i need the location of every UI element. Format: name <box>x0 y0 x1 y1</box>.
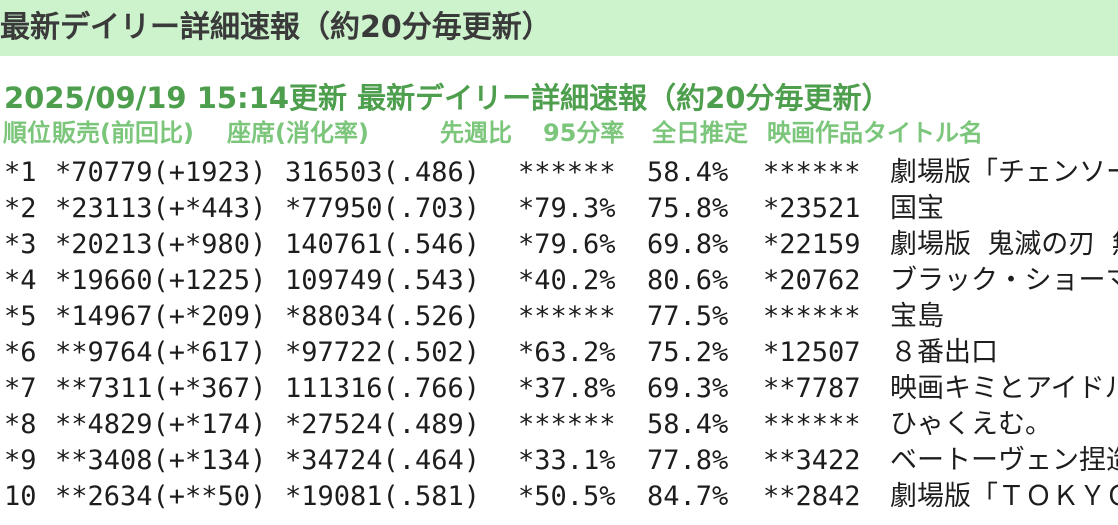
cell-seats: 316503(.486) <box>285 157 481 188</box>
cell-fullday-estimate: ****** <box>763 157 861 188</box>
cell-fullday-estimate: *23521 <box>763 193 861 224</box>
table-row: *8 **4829(+*174) *27524(.489) ****** 58.… <box>0 407 1118 443</box>
cell-sales: **4829(+*174) <box>55 409 267 440</box>
cell-rank: 10 <box>4 481 37 512</box>
cell-fullday-estimate: ****** <box>763 409 861 440</box>
cell-movie-title: 劇場版「ＴＯＫＹＯ <box>890 481 1118 512</box>
cell-sales: *19660(+1225) <box>55 265 267 296</box>
cell-fullday-estimate: *22159 <box>763 229 861 260</box>
cell-movie-title: 映画キミとアイドルプ <box>890 373 1118 404</box>
cell-seats: 109749(.543) <box>285 265 481 296</box>
cell-week-ratio: ****** <box>518 301 616 332</box>
cell-sales: *20213(+*980) <box>55 229 267 260</box>
cell-rank: *8 <box>4 409 37 440</box>
cell-rank: *6 <box>4 337 37 368</box>
page-title-bar: 最新デイリー詳細速報（約20分毎更新） <box>0 0 1118 56</box>
cell-week-ratio: *40.2% <box>518 265 616 296</box>
cell-movie-title: ブラック・ショーマ <box>890 265 1118 296</box>
column-header-rank: 順位 <box>3 119 51 147</box>
cell-fullday-estimate: *20762 <box>763 265 861 296</box>
cell-seats: *19081(.581) <box>285 481 481 512</box>
cell-rank: *9 <box>4 445 37 476</box>
column-header-seats: 座席(消化率) <box>227 119 369 147</box>
cell-fullday-estimate: ****** <box>763 301 861 332</box>
cell-seats: *97722(.502) <box>285 337 481 368</box>
table-row: *1 *70779(+1923) 316503(.486) ****** 58.… <box>0 155 1118 191</box>
cell-seats: *77950(.703) <box>285 193 481 224</box>
cell-rank: *5 <box>4 301 37 332</box>
cell-sales: *23113(+*443) <box>55 193 267 224</box>
cell-rank: *1 <box>4 157 37 188</box>
column-header-sales: 販売(前回比) <box>52 119 194 147</box>
column-header-row: 順位 販売(前回比) 座席(消化率) 先週比 95分率 全日推定 映画作品タイトル名 <box>0 116 1118 152</box>
table-row: *6 **9764(+*617) *97722(.502) *63.2% 75.… <box>0 335 1118 371</box>
cell-95min-rate: 75.2% <box>647 337 729 368</box>
cell-seats: *27524(.489) <box>285 409 481 440</box>
table-row: *3 *20213(+*980) 140761(.546) *79.6% 69.… <box>0 227 1118 263</box>
cell-week-ratio: *50.5% <box>518 481 616 512</box>
cell-fullday-estimate: **7787 <box>763 373 861 404</box>
updated-timestamp-line: 2025/09/19 15:14更新 最新デイリー詳細速報（約20分毎更新） <box>4 81 891 115</box>
cell-movie-title: ベートーヴェン捏造 <box>890 445 1118 476</box>
cell-fullday-estimate: **2842 <box>763 481 861 512</box>
report-table: *1 *70779(+1923) 316503(.486) ****** 58.… <box>0 155 1118 515</box>
column-header-week: 先週比 <box>440 119 512 147</box>
cell-95min-rate: 77.8% <box>647 445 729 476</box>
table-row: 10 **2634(+**50) *19081(.581) *50.5% 84.… <box>0 479 1118 515</box>
cell-sales: **7311(+*367) <box>55 373 267 404</box>
cell-fullday-estimate: *12507 <box>763 337 861 368</box>
cell-week-ratio: *79.3% <box>518 193 616 224</box>
table-row: *4 *19660(+1225) 109749(.543) *40.2% 80.… <box>0 263 1118 299</box>
cell-seats: *88034(.526) <box>285 301 481 332</box>
cell-seats: 111316(.766) <box>285 373 481 404</box>
cell-week-ratio: *79.6% <box>518 229 616 260</box>
cell-sales: *70779(+1923) <box>55 157 267 188</box>
cell-95min-rate: 69.8% <box>647 229 729 260</box>
cell-week-ratio: *37.8% <box>518 373 616 404</box>
cell-95min-rate: 69.3% <box>647 373 729 404</box>
cell-95min-rate: 75.8% <box>647 193 729 224</box>
table-row: *9 **3408(+*134) *34724(.464) *33.1% 77.… <box>0 443 1118 479</box>
cell-week-ratio: *33.1% <box>518 445 616 476</box>
cell-seats: *34724(.464) <box>285 445 481 476</box>
cell-movie-title: 劇場版「チェンソーマ <box>890 157 1118 188</box>
table-row: *2 *23113(+*443) *77950(.703) *79.3% 75.… <box>0 191 1118 227</box>
cell-95min-rate: 77.5% <box>647 301 729 332</box>
cell-week-ratio: ****** <box>518 157 616 188</box>
cell-sales: **3408(+*134) <box>55 445 267 476</box>
cell-seats: 140761(.546) <box>285 229 481 260</box>
cell-rank: *2 <box>4 193 37 224</box>
cell-week-ratio: *63.2% <box>518 337 616 368</box>
cell-week-ratio: ****** <box>518 409 616 440</box>
cell-movie-title: 国宝 <box>890 193 944 224</box>
cell-movie-title: 劇場版 鬼滅の刃 無限 <box>890 229 1118 260</box>
cell-sales: **2634(+**50) <box>55 481 267 512</box>
cell-95min-rate: 58.4% <box>647 157 729 188</box>
cell-rank: *7 <box>4 373 37 404</box>
cell-movie-title: 宝島 <box>890 301 944 332</box>
table-row: *7 **7311(+*367) 111316(.766) *37.8% 69.… <box>0 371 1118 407</box>
cell-95min-rate: 80.6% <box>647 265 729 296</box>
cell-95min-rate: 58.4% <box>647 409 729 440</box>
cell-sales: **9764(+*617) <box>55 337 267 368</box>
table-row: *5 *14967(+*209) *88034(.526) ****** 77.… <box>0 299 1118 335</box>
column-header-estimate: 全日推定 <box>652 119 748 147</box>
cell-movie-title: ８番出口 <box>890 337 998 368</box>
cell-sales: *14967(+*209) <box>55 301 267 332</box>
cell-fullday-estimate: **3422 <box>763 445 861 476</box>
cell-rank: *4 <box>4 265 37 296</box>
cell-movie-title: ひゃくえむ。 <box>890 409 1052 440</box>
cell-95min-rate: 84.7% <box>647 481 729 512</box>
cell-rank: *3 <box>4 229 37 260</box>
column-header-title: 映画作品タイトル名 <box>767 119 983 147</box>
column-header-rate95: 95分率 <box>543 119 625 147</box>
